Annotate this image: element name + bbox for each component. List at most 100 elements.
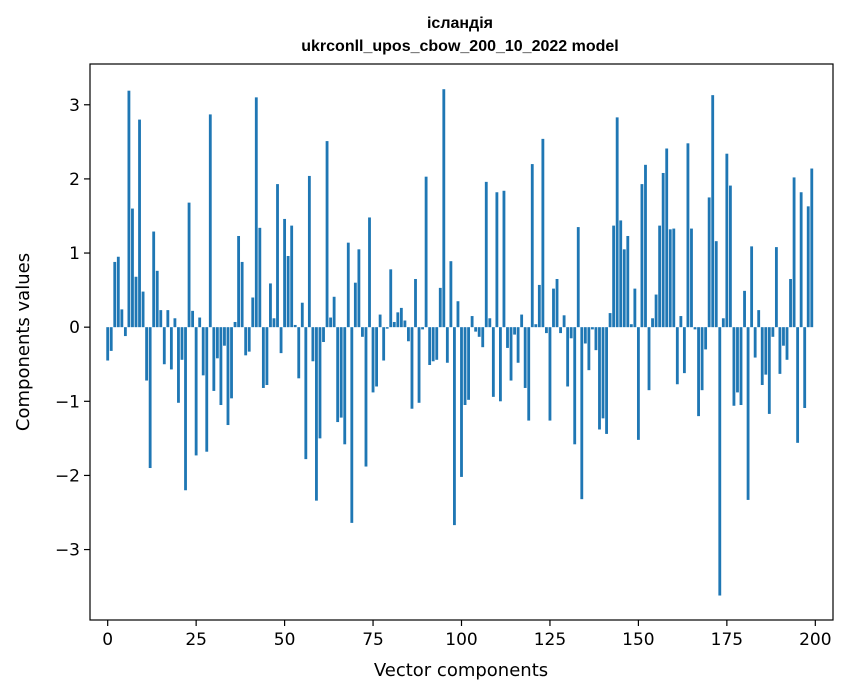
bar <box>205 327 209 452</box>
bar <box>785 327 789 360</box>
bar <box>368 217 371 328</box>
bar <box>382 327 386 361</box>
bar <box>711 95 715 328</box>
bar <box>693 327 697 330</box>
bar <box>307 175 311 328</box>
bar <box>212 327 216 391</box>
bar <box>226 327 230 426</box>
bar <box>194 327 198 456</box>
bar <box>134 276 138 328</box>
bar <box>495 192 499 328</box>
bar <box>123 327 127 337</box>
bar <box>491 327 495 397</box>
bar <box>293 324 297 328</box>
bar <box>247 327 251 352</box>
bar <box>750 246 754 328</box>
bar <box>286 256 290 328</box>
bar <box>545 327 548 334</box>
bar <box>300 302 304 328</box>
bar <box>718 327 722 596</box>
bar <box>463 327 467 406</box>
bar <box>467 327 470 400</box>
bar <box>690 228 693 328</box>
y-tick-label: 1 <box>69 244 80 264</box>
bar <box>244 327 248 356</box>
bar <box>343 327 347 445</box>
bar <box>562 315 566 328</box>
bar <box>682 327 686 374</box>
x-tick-label: 150 <box>622 630 654 650</box>
bar <box>605 327 608 434</box>
chart-title: ісландія <box>427 15 493 32</box>
bar <box>152 231 156 328</box>
bar <box>654 294 658 328</box>
bar <box>106 327 110 361</box>
bar <box>187 202 191 328</box>
bar <box>707 197 711 328</box>
bar <box>145 327 149 381</box>
bar <box>516 327 520 363</box>
bar <box>499 327 502 402</box>
bar <box>191 310 195 328</box>
bar <box>445 327 449 363</box>
bar <box>704 327 708 350</box>
y-tick-label: −3 <box>55 541 80 561</box>
bar <box>789 278 792 328</box>
bar <box>566 327 570 387</box>
bar <box>590 327 594 330</box>
bar <box>357 249 361 328</box>
bar <box>583 327 587 344</box>
bar <box>626 235 630 328</box>
bar <box>612 225 616 328</box>
bar <box>665 148 669 328</box>
bar <box>601 327 605 419</box>
bar <box>162 327 166 365</box>
bar <box>672 228 676 328</box>
bar <box>385 327 389 329</box>
y-tick-label: −2 <box>55 466 80 486</box>
bar <box>799 192 803 328</box>
bar <box>148 327 152 469</box>
x-tick-label: 50 <box>274 630 296 650</box>
bar <box>141 291 145 328</box>
bar <box>782 327 785 346</box>
bar <box>527 327 531 421</box>
y-tick-label: 0 <box>69 318 80 338</box>
bar <box>739 327 743 406</box>
bar <box>732 327 736 406</box>
bar <box>322 327 325 342</box>
bar <box>261 327 265 388</box>
bar <box>530 164 534 328</box>
bar <box>329 317 333 328</box>
bar <box>661 172 665 328</box>
bar <box>364 327 368 467</box>
bar <box>520 314 524 328</box>
bar <box>325 141 329 328</box>
bar <box>166 310 170 328</box>
bar <box>629 324 633 328</box>
bar <box>361 327 364 337</box>
bar <box>304 327 308 460</box>
bar <box>792 177 796 328</box>
x-tick-label: 25 <box>185 630 207 650</box>
bar <box>424 176 428 328</box>
bar <box>647 327 651 391</box>
bar <box>375 327 378 387</box>
bar <box>608 313 612 328</box>
bar <box>318 327 322 439</box>
bar <box>169 327 173 370</box>
bar <box>771 327 775 337</box>
bar <box>399 307 403 328</box>
bar <box>233 321 237 328</box>
y-axis-label: Components values <box>13 253 34 431</box>
bar <box>371 327 375 393</box>
bar <box>223 327 226 346</box>
bar <box>113 261 117 328</box>
bar <box>502 190 506 328</box>
bar <box>697 327 700 417</box>
y-tick-label: 2 <box>69 170 80 190</box>
x-axis-label: Vector components <box>374 660 548 681</box>
chart-subtitle: ukrconll_upos_cbow_200_10_2022 model <box>301 38 618 55</box>
bar <box>548 327 552 421</box>
bar <box>537 284 541 328</box>
